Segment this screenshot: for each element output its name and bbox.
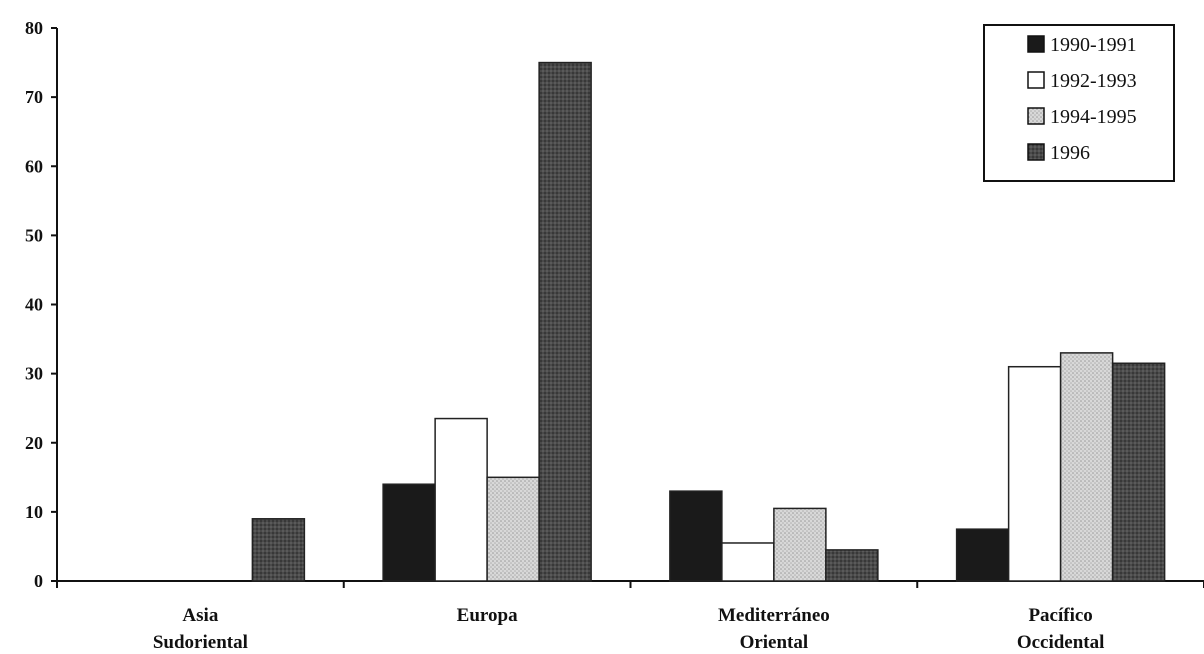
bar: [382, 483, 436, 582]
y-tick-label: 70: [25, 87, 43, 107]
y-tick-label: 30: [25, 364, 43, 384]
bar: [434, 417, 488, 582]
y-tick-label: 0: [34, 571, 43, 591]
y-tick-label: 50: [25, 225, 43, 245]
legend-label: 1996: [1050, 142, 1090, 164]
category-label: Mediterráneo Oriental: [718, 605, 830, 653]
legend-swatch: [1027, 107, 1045, 125]
y-tick-label: 10: [25, 502, 43, 522]
bar: [1007, 365, 1062, 582]
category-label: Asia Sudoriental: [153, 605, 248, 653]
category-label: Europa: [457, 605, 518, 626]
bar: [721, 542, 775, 582]
bar: [825, 549, 879, 582]
bars: [251, 61, 1166, 582]
bar: [773, 507, 827, 582]
y-axis: 0 10 20 30 40 50 60 70 80: [25, 18, 58, 591]
legend-swatch: [1027, 35, 1045, 53]
bar: [1059, 352, 1114, 582]
legend-label: 1994-1995: [1050, 106, 1137, 128]
bar: [669, 490, 723, 582]
y-tick-label: 60: [25, 156, 43, 176]
legend-swatch: [1027, 143, 1045, 161]
x-axis: Asia Sudoriental Europa Mediterráneo Orienta…: [56, 580, 1204, 653]
legend-label: 1990-1991: [1050, 34, 1137, 56]
legend-label: 1992-1993: [1050, 70, 1137, 92]
bar: [538, 61, 592, 582]
bar: [955, 528, 1010, 582]
y-tick-label: 40: [25, 295, 43, 315]
category-label: Pacífico Occidental: [1017, 605, 1105, 653]
bar: [1111, 362, 1166, 582]
bar: [486, 476, 540, 582]
legend: 1990-1991 1992-1993 1994-1995 1996: [983, 24, 1175, 182]
bar: [251, 518, 306, 582]
legend-swatch: [1027, 71, 1045, 89]
y-tick-label: 80: [25, 18, 43, 38]
y-tick-label: 20: [25, 433, 43, 453]
legend-box: [983, 24, 1175, 182]
